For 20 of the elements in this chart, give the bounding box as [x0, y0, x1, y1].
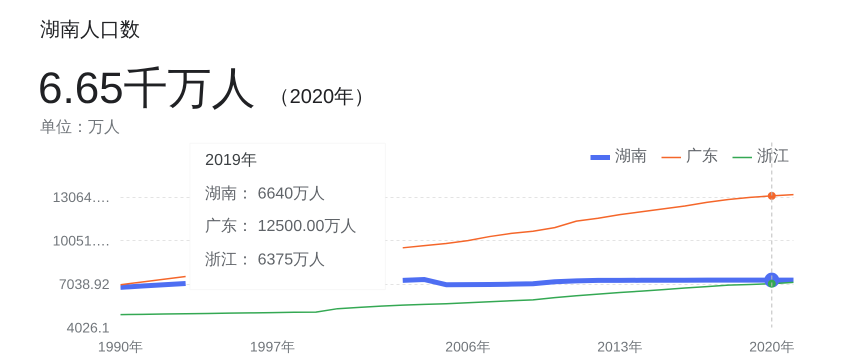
y-tick-label: 13064….	[52, 189, 110, 206]
chart-subtitle: 6.65千万人	[38, 64, 256, 113]
y-tick-label: 10051….	[52, 232, 110, 249]
x-tick-label: 1997年	[250, 338, 296, 354]
y-tick-label: 4026.1	[66, 320, 110, 336]
legend-label: 浙江	[757, 146, 789, 167]
y-tick-label: 7038.92	[58, 276, 110, 292]
x-tick-label: 2020年	[749, 338, 794, 354]
legend-label: 广东	[686, 146, 718, 167]
text: 单位：万人	[40, 118, 120, 138]
legend-label: 湖南	[615, 146, 647, 167]
x-tick-label: 2006年	[445, 338, 490, 354]
annotation: 湖南： 6640万人	[205, 184, 326, 202]
x-tick-label: 1990年	[98, 338, 144, 354]
annotation: 浙江： 6375万人	[205, 250, 326, 269]
chart-title: 湖南人口数	[40, 18, 140, 43]
text: （2020年）	[270, 86, 374, 108]
annotation: 广东： 12500.00万人	[205, 216, 356, 235]
x-tick-label: 2013年	[597, 338, 642, 354]
annotation: 2019年	[205, 152, 257, 169]
